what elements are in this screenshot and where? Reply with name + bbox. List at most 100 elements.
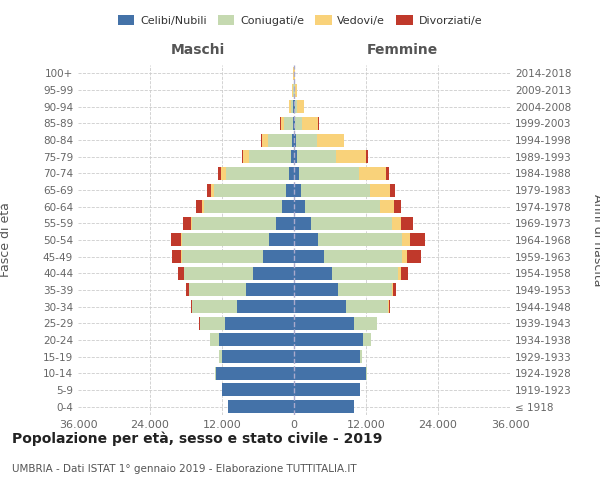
- Bar: [296, 100, 304, 113]
- Bar: [269, 234, 294, 246]
- Bar: [294, 217, 311, 230]
- Legend: Celibi/Nubili, Coniugati/e, Vedovi/e, Divorziati/e: Celibi/Nubili, Coniugati/e, Vedovi/e, Di…: [113, 10, 487, 30]
- Bar: [380, 200, 394, 213]
- Bar: [290, 100, 293, 113]
- Bar: [294, 350, 360, 363]
- Bar: [294, 267, 332, 280]
- Bar: [262, 134, 268, 146]
- Bar: [294, 284, 338, 296]
- Bar: [282, 200, 294, 213]
- Bar: [219, 350, 222, 363]
- Bar: [302, 117, 319, 130]
- Bar: [292, 134, 294, 146]
- Bar: [182, 250, 263, 263]
- Bar: [311, 217, 392, 230]
- Text: Anni di nascita: Anni di nascita: [590, 194, 600, 286]
- Bar: [317, 134, 343, 146]
- Bar: [253, 267, 294, 280]
- Bar: [324, 250, 402, 263]
- Bar: [191, 300, 192, 313]
- Bar: [228, 400, 294, 413]
- Bar: [294, 300, 346, 313]
- Bar: [401, 217, 413, 230]
- Bar: [305, 200, 380, 213]
- Bar: [294, 134, 296, 146]
- Bar: [196, 200, 202, 213]
- Bar: [206, 184, 211, 196]
- Bar: [192, 300, 237, 313]
- Bar: [185, 284, 189, 296]
- Bar: [294, 117, 295, 130]
- Bar: [294, 167, 299, 180]
- Bar: [215, 367, 216, 380]
- Bar: [218, 167, 221, 180]
- Bar: [214, 184, 286, 196]
- Bar: [268, 134, 292, 146]
- Bar: [370, 184, 390, 196]
- Text: Popolazione per età, sesso e stato civile - 2019: Popolazione per età, sesso e stato civil…: [12, 431, 382, 446]
- Bar: [225, 317, 294, 330]
- Bar: [294, 384, 360, 396]
- Bar: [390, 184, 395, 196]
- Bar: [386, 167, 389, 180]
- Bar: [394, 200, 401, 213]
- Bar: [293, 100, 294, 113]
- Bar: [281, 117, 284, 130]
- Bar: [263, 250, 294, 263]
- Bar: [346, 300, 388, 313]
- Bar: [182, 234, 269, 246]
- Bar: [294, 100, 295, 113]
- Bar: [290, 150, 294, 163]
- Bar: [295, 100, 297, 113]
- Bar: [204, 200, 282, 213]
- Bar: [359, 167, 386, 180]
- Bar: [242, 150, 244, 163]
- Bar: [393, 284, 397, 296]
- Bar: [343, 134, 344, 146]
- Text: Maschi: Maschi: [171, 44, 225, 58]
- Bar: [181, 234, 182, 246]
- Bar: [178, 267, 184, 280]
- Bar: [237, 300, 294, 313]
- Text: Fasce di età: Fasce di età: [0, 202, 13, 278]
- Bar: [336, 150, 366, 163]
- Text: UMBRIA - Dati ISTAT 1° gennaio 2019 - Elaborazione TUTTITALIA.IT: UMBRIA - Dati ISTAT 1° gennaio 2019 - El…: [12, 464, 356, 474]
- Bar: [332, 267, 398, 280]
- Bar: [284, 117, 293, 130]
- Text: Femmine: Femmine: [367, 44, 437, 58]
- Bar: [226, 167, 289, 180]
- Bar: [189, 284, 246, 296]
- Bar: [289, 100, 290, 113]
- Bar: [294, 334, 363, 346]
- Bar: [295, 117, 302, 130]
- Bar: [261, 134, 262, 146]
- Bar: [398, 267, 401, 280]
- Bar: [244, 150, 249, 163]
- Bar: [210, 334, 219, 346]
- Bar: [401, 267, 408, 280]
- Bar: [338, 284, 392, 296]
- Bar: [296, 134, 317, 146]
- Bar: [202, 200, 204, 213]
- Bar: [216, 367, 294, 380]
- Bar: [221, 167, 226, 180]
- Bar: [286, 184, 294, 196]
- Bar: [219, 334, 294, 346]
- Bar: [294, 367, 366, 380]
- Bar: [299, 167, 359, 180]
- Bar: [222, 350, 294, 363]
- Bar: [318, 234, 402, 246]
- Bar: [294, 250, 324, 263]
- Bar: [294, 200, 305, 213]
- Bar: [294, 150, 297, 163]
- Bar: [360, 350, 362, 363]
- Bar: [295, 84, 297, 96]
- Bar: [354, 317, 377, 330]
- Bar: [407, 250, 421, 263]
- Bar: [171, 234, 181, 246]
- Bar: [402, 250, 407, 263]
- Bar: [294, 400, 354, 413]
- Bar: [192, 217, 276, 230]
- Bar: [301, 184, 370, 196]
- Bar: [293, 117, 294, 130]
